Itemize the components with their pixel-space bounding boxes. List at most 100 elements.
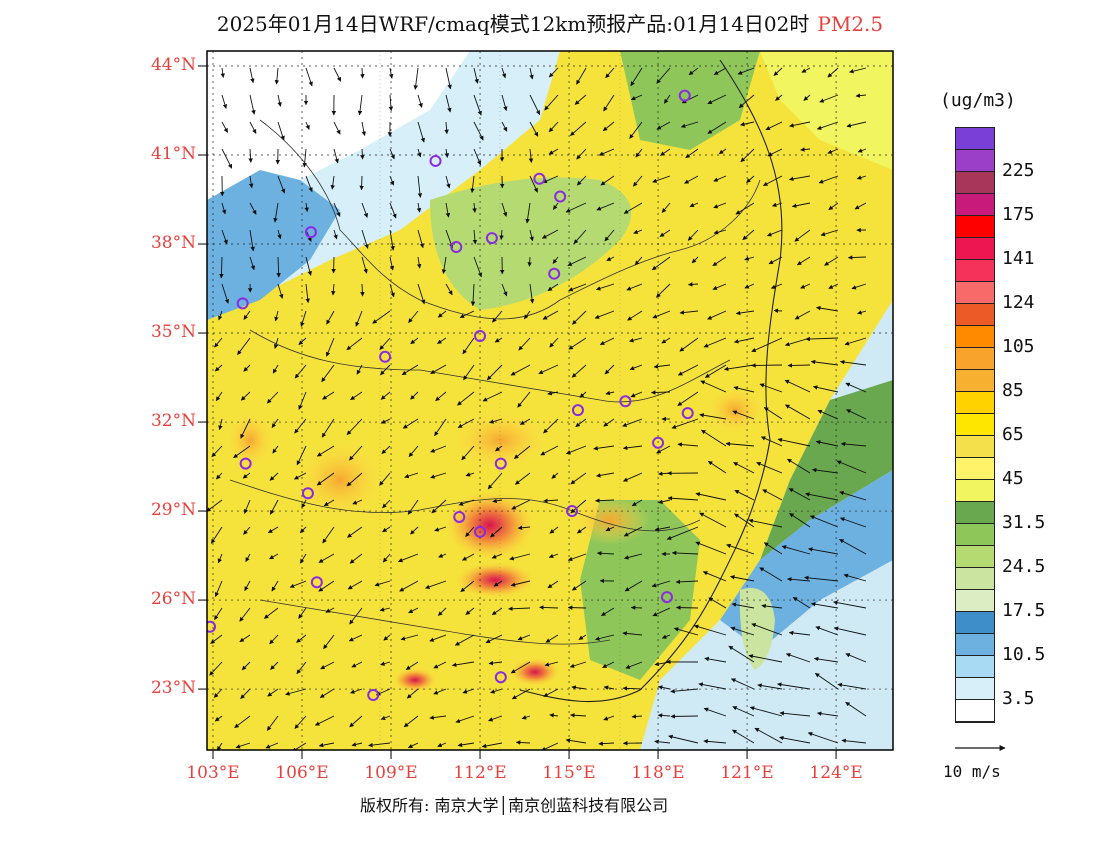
legend-color-swatch <box>956 150 994 172</box>
wind-arrow <box>240 418 251 439</box>
wind-arrow <box>742 229 755 241</box>
wind-arrow <box>569 661 587 668</box>
wind-arrow <box>219 256 224 279</box>
wind-arrow <box>325 337 335 357</box>
wind-arrow <box>444 121 449 135</box>
legend-color-swatch <box>956 172 994 194</box>
wind-arrow <box>622 472 643 482</box>
wind-arrow <box>573 229 587 244</box>
latitude-label: 38°N <box>150 233 196 254</box>
wind-arrow <box>381 445 391 455</box>
wind-arrow <box>240 391 251 401</box>
wind-arrow <box>807 731 839 744</box>
wind-arrow <box>397 553 419 563</box>
wind-arrow <box>217 553 223 564</box>
wind-arrow <box>249 94 256 115</box>
wind-arrow <box>677 391 699 406</box>
wind-arrow <box>549 713 559 718</box>
wind-arrow <box>707 121 727 134</box>
wind-arrow <box>361 121 367 137</box>
hotspot-jiangxi <box>570 495 650 545</box>
legend-color-swatch <box>956 480 994 502</box>
wind-arrow <box>653 364 671 369</box>
wind-arrow <box>234 715 251 729</box>
wind-arrow <box>713 229 727 235</box>
wind-arrow <box>707 94 727 105</box>
wind-arrow <box>285 688 307 696</box>
station-marker <box>571 404 584 417</box>
wind-arrow <box>576 175 587 186</box>
wind-arrow <box>529 283 535 304</box>
wind-arrow <box>679 337 699 352</box>
wind-arrow <box>463 364 475 381</box>
longitude-label: 118°E <box>631 763 685 783</box>
wind-arrow <box>805 492 839 501</box>
wind-arrow <box>322 391 335 400</box>
longitude-label: 103°E <box>186 763 240 783</box>
wind-arrow <box>408 607 419 614</box>
hotspot-nanning <box>393 668 437 692</box>
wind-arrow <box>323 634 335 650</box>
station-marker <box>494 457 507 470</box>
wind-arrow <box>508 606 531 611</box>
wind-arrow <box>237 337 251 356</box>
wind-arrow <box>700 380 727 393</box>
wind-arrow <box>441 256 447 274</box>
wind-arrow <box>321 364 335 383</box>
wind-arrow <box>539 605 559 610</box>
hotspot-guangzhou <box>510 658 560 686</box>
wind-arrow <box>779 735 811 744</box>
wind-arrow <box>270 661 279 670</box>
wind-arrow <box>565 202 587 213</box>
wind-arrow <box>712 283 727 290</box>
wind-arrow <box>523 310 531 320</box>
wind-arrow <box>605 390 615 396</box>
wind-arrow <box>768 256 783 265</box>
wind-arrow <box>319 688 335 698</box>
wind-arrow <box>465 607 475 615</box>
wind-arrow <box>796 256 811 266</box>
wind-arrow <box>458 499 475 506</box>
wind-arrow <box>361 202 369 218</box>
wind-arrow <box>473 148 482 166</box>
wind-arrow <box>470 283 476 307</box>
wind-arrow <box>595 498 615 503</box>
wind-arrow <box>276 256 281 278</box>
wind-arrow <box>433 688 447 695</box>
wind-arrow <box>595 634 615 641</box>
wind-arrow <box>761 603 783 609</box>
wind-arrow <box>389 256 395 271</box>
wind-arrow <box>735 310 755 316</box>
wind-arrow <box>812 385 839 393</box>
wind-arrow <box>773 308 783 313</box>
wind-arrow <box>730 626 755 636</box>
wind-arrow <box>732 410 755 420</box>
legend-frame <box>955 127 995 723</box>
wind-arrow <box>465 472 475 477</box>
wind-arrow <box>712 256 727 267</box>
legend-color-swatch <box>956 436 994 458</box>
wind-arrow <box>549 337 559 348</box>
wind-arrow <box>813 656 839 663</box>
wind-arrow <box>572 310 587 325</box>
wind-arrow <box>622 445 643 451</box>
legend-value-label: 24.5 <box>1002 556 1046 577</box>
wind-arrow <box>299 526 307 534</box>
wind-arrow <box>800 147 811 152</box>
wind-arrow <box>576 526 587 534</box>
wind-arrow <box>673 627 699 636</box>
wind-arrow <box>775 94 783 101</box>
wind-arrow <box>800 283 811 289</box>
wind-arrow <box>207 499 223 512</box>
wind-arrow <box>760 436 783 447</box>
wind-arrow <box>788 175 811 182</box>
wind-arrow <box>214 580 223 598</box>
legend-value-label: 105 <box>1002 336 1035 357</box>
station-marker <box>239 457 252 470</box>
wind-arrow <box>296 445 307 466</box>
wind-arrow <box>804 575 839 582</box>
pollutant-label: PM2.5 <box>817 12 884 36</box>
legend-value-label: 31.5 <box>1002 512 1046 533</box>
legend-color-swatch <box>956 370 994 392</box>
wind-arrow <box>515 740 531 745</box>
